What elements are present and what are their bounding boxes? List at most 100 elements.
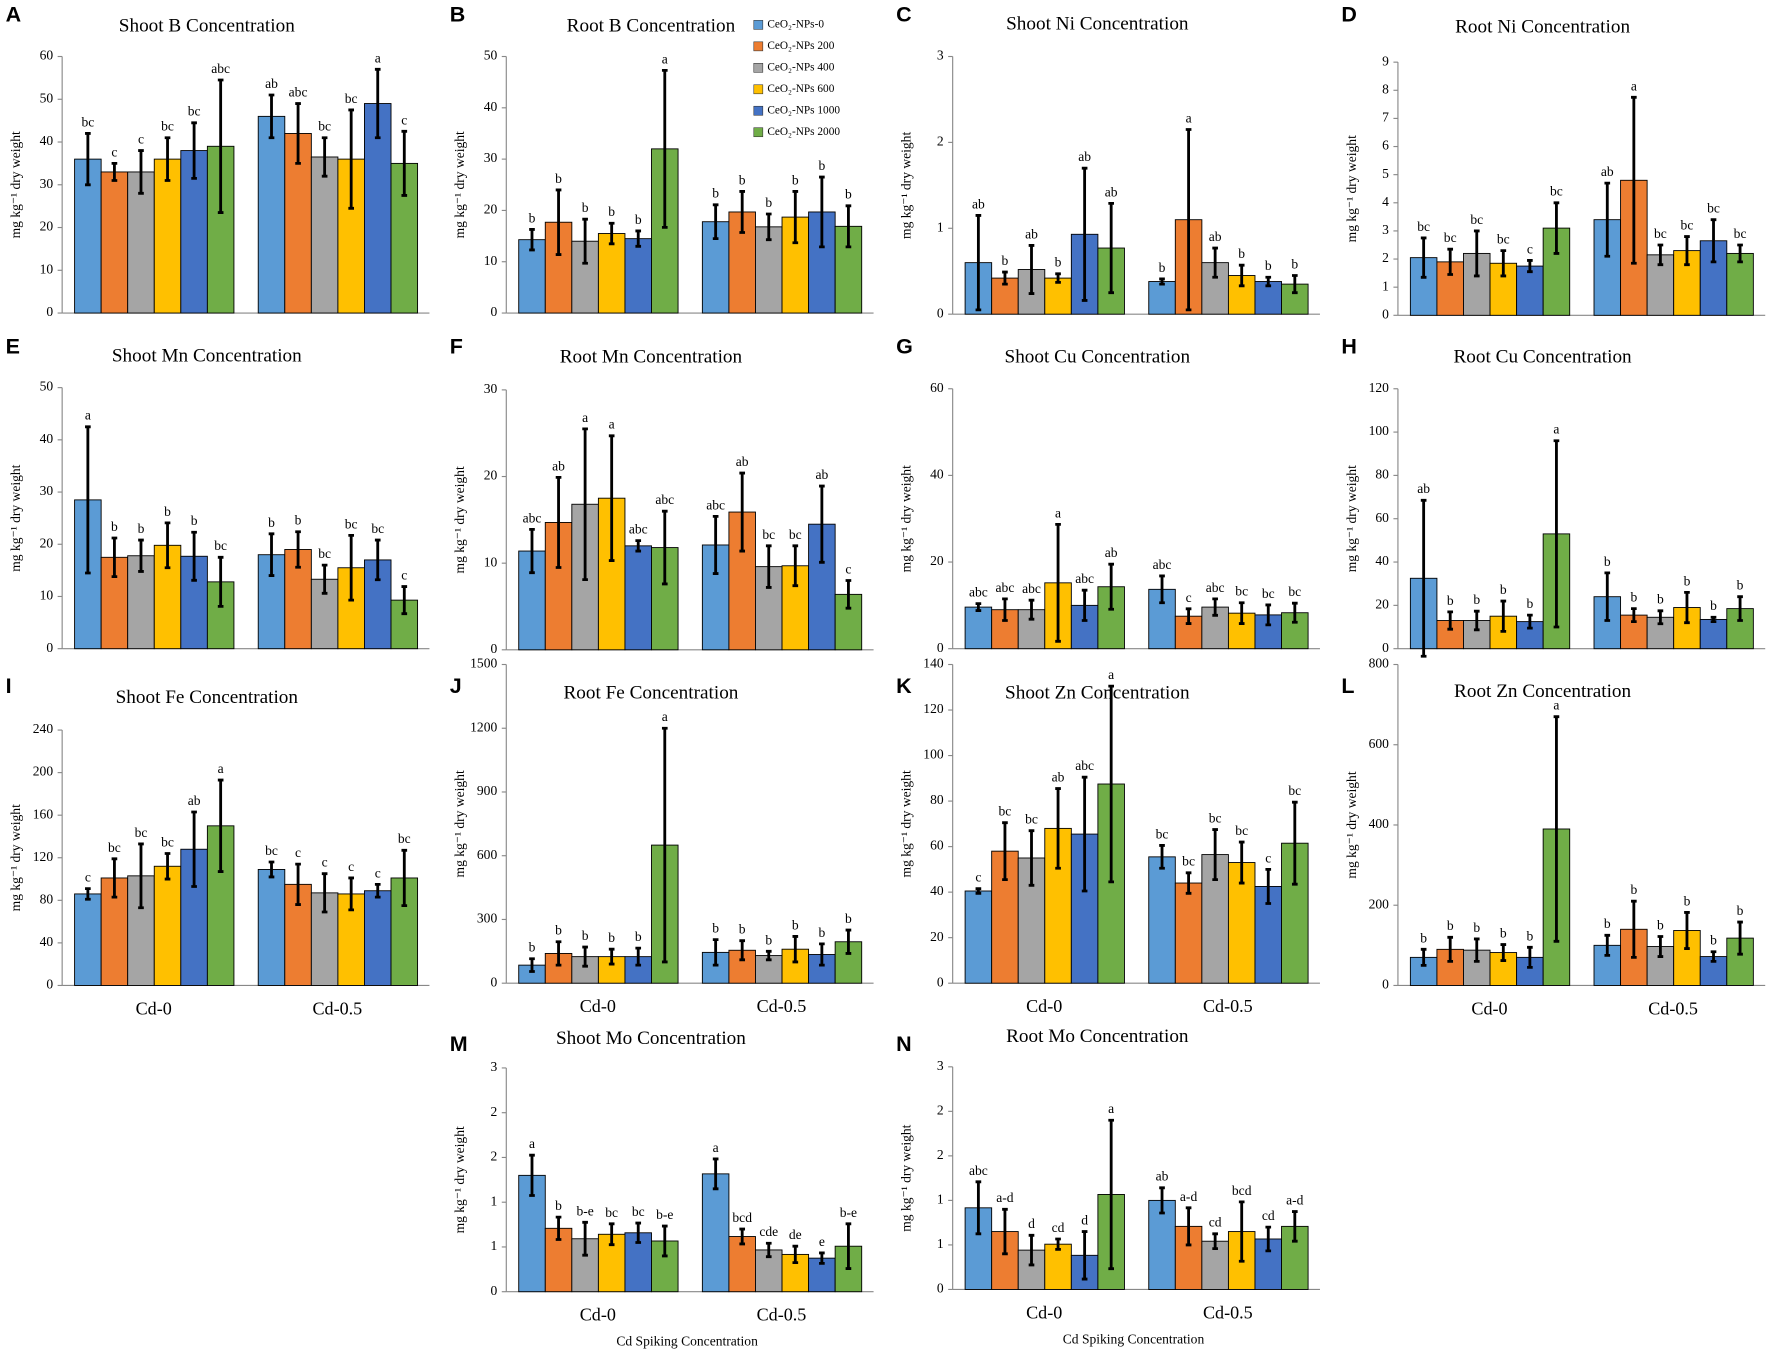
significance-letter: bc	[345, 91, 358, 106]
error-bar	[1081, 775, 1088, 893]
error-bar	[1291, 274, 1298, 295]
y-tick-label: 40	[930, 467, 944, 482]
legend-label: CeO₂-NPs 200	[767, 40, 834, 52]
significance-letter: b	[818, 158, 825, 173]
significance-letter: abc	[706, 497, 725, 512]
bar	[518, 239, 546, 314]
significance-letter: b	[765, 195, 772, 210]
y-tick-label: 80	[40, 891, 54, 906]
significance-letter: a	[1055, 505, 1061, 520]
significance-letter: a	[218, 761, 224, 776]
significance-letter: b-e	[576, 1203, 593, 1218]
y-tick-label: 60	[1375, 510, 1389, 525]
y-axis-label: mg kg⁻¹ dry weight	[8, 131, 23, 238]
error-bar	[529, 527, 535, 575]
error-bar	[1265, 603, 1272, 627]
error-bar	[1185, 1206, 1192, 1247]
error-bar	[1108, 1118, 1114, 1271]
error-bar	[321, 136, 328, 178]
bar	[1227, 612, 1256, 650]
bar	[364, 890, 392, 986]
error-bar	[555, 188, 562, 256]
chart-title: Shoot Fe Concentration	[116, 687, 299, 708]
error-bar	[1028, 1233, 1035, 1267]
y-tick-label: 0	[490, 974, 497, 989]
significance-letter: b	[1055, 255, 1062, 270]
error-bar	[1657, 609, 1664, 626]
error-bar	[712, 1157, 719, 1191]
significance-letter: b	[555, 1198, 562, 1213]
error-bar	[975, 887, 982, 895]
y-tick-label: 30	[40, 483, 54, 498]
bar	[624, 238, 652, 314]
error-bar	[819, 942, 825, 967]
error-bar	[529, 227, 535, 252]
significance-letter: abc	[969, 1163, 988, 1178]
panel-letter: N	[896, 1032, 912, 1056]
bar	[206, 581, 235, 650]
significance-letter: abc	[655, 492, 674, 507]
error-bar	[661, 68, 668, 229]
significance-letter: cd	[1209, 1215, 1222, 1230]
y-axis-label: mg kg⁻¹ dry weight	[899, 770, 914, 877]
significance-letter: a	[1553, 698, 1559, 713]
y-tick-label: 50	[484, 48, 498, 63]
significance-letter: bc	[605, 1205, 618, 1220]
x-tick-label: Cd-0.5	[1648, 998, 1698, 1018]
significance-letter: b-e	[840, 1205, 857, 1220]
y-tick-label: 0	[937, 1281, 944, 1296]
y-tick-label: 60	[40, 48, 54, 63]
significance-letter: bc	[265, 843, 278, 858]
error-bar	[401, 585, 408, 616]
legend-label: CeO₂-NPs-0	[767, 18, 824, 30]
error-bar	[85, 132, 91, 187]
y-tick-label: 3	[1382, 222, 1389, 237]
significance-letter: b	[1526, 596, 1533, 611]
significance-letter: b	[1684, 573, 1691, 588]
significance-letter: bc	[999, 804, 1012, 819]
significance-letter: de	[789, 1227, 802, 1242]
significance-letter: a	[662, 51, 668, 66]
bar	[1148, 856, 1176, 984]
error-bar	[582, 217, 588, 265]
error-bar	[217, 78, 224, 214]
significance-letter: bc	[1025, 812, 1038, 827]
y-tick-label: 1	[937, 1192, 944, 1207]
error-bar	[1420, 236, 1427, 279]
chart-title: Root Fe Concentration	[563, 682, 738, 703]
error-bar	[295, 862, 301, 906]
y-tick-label: 50	[40, 379, 54, 394]
significance-letter: b	[529, 940, 536, 955]
y-tick-label: 3	[490, 1059, 497, 1074]
y-tick-label: 40	[40, 431, 54, 446]
significance-letter: e	[819, 1234, 825, 1249]
significance-letter: b	[1657, 917, 1664, 932]
error-bar	[268, 860, 275, 879]
error-bar	[1604, 933, 1611, 957]
error-bar	[1657, 935, 1664, 958]
y-tick-label: 8	[1382, 81, 1389, 96]
error-bar	[555, 475, 562, 569]
significance-letter: c	[322, 855, 328, 870]
error-bar	[321, 872, 328, 914]
error-bar	[819, 175, 825, 249]
y-axis-label: mg kg⁻¹ dry weight	[452, 1126, 467, 1233]
bar	[597, 233, 626, 314]
chart-title: Shoot Ni Concentration	[1006, 13, 1189, 34]
y-tick-label: 100	[923, 747, 944, 762]
significance-letter: b	[845, 911, 852, 926]
significance-letter: ab	[1417, 481, 1430, 496]
error-bar	[555, 940, 562, 967]
error-bar	[1212, 597, 1218, 617]
significance-letter: b-e	[656, 1207, 673, 1222]
y-tick-label: 2	[937, 1147, 944, 1162]
significance-letter: c	[348, 859, 354, 874]
error-bar	[1500, 943, 1507, 962]
y-tick-label: 7	[1382, 110, 1389, 125]
bar	[1254, 1238, 1282, 1290]
error-bar	[792, 1244, 799, 1265]
error-bar	[1291, 601, 1298, 624]
significance-letter: b	[845, 187, 852, 202]
chart-title: Shoot B Concentration	[119, 16, 295, 37]
significance-letter: b	[765, 932, 772, 947]
